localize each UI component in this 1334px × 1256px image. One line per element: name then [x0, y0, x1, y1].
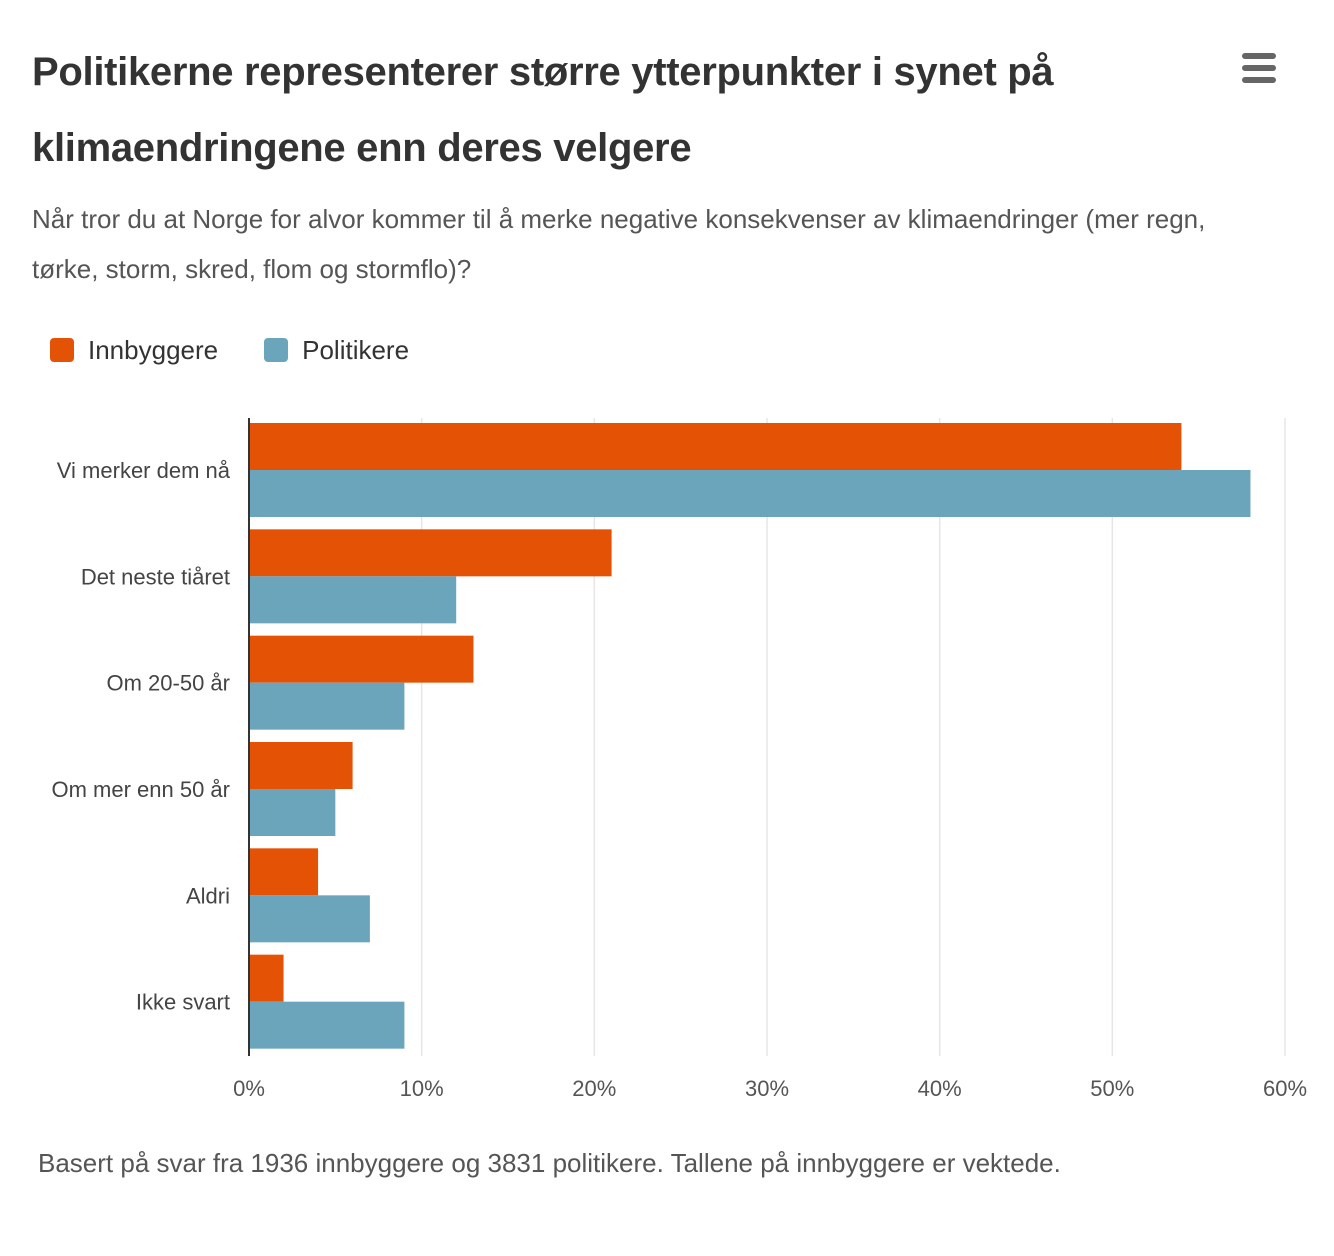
bar-innbyggere-5[interactable]: [249, 954, 284, 1002]
legend-label-innbyggere: Innbyggere: [88, 334, 219, 365]
bar-politikere-4[interactable]: [249, 895, 370, 943]
bar-politikere-5[interactable]: [249, 1001, 405, 1049]
bar-politikere-0[interactable]: [249, 470, 1251, 517]
chart-menu-button[interactable]: [1232, 46, 1286, 90]
y-category-label-1: Det neste tiåret: [81, 564, 230, 589]
y-category-label-3: Om mer enn 50 år: [51, 777, 230, 802]
x-tick-label-40: 40%: [918, 1076, 962, 1101]
bar-politikere-3[interactable]: [249, 789, 336, 836]
chart-subtitle: Når tror du at Norge for alvor kommer ti…: [32, 204, 1206, 284]
x-tick-label-50: 50%: [1090, 1076, 1134, 1101]
y-category-label-4: Aldri: [186, 883, 230, 908]
x-tick-label-10: 10%: [400, 1076, 444, 1101]
bar-innbyggere-1[interactable]: [249, 529, 612, 577]
legend-label-politikere: Politikere: [302, 334, 410, 365]
legend-item-innbyggere[interactable]: Innbyggere: [50, 335, 218, 366]
legend-item-politikere[interactable]: Politikere: [264, 335, 409, 366]
y-category-label-5: Ikke svart: [136, 990, 230, 1015]
y-category-label-2: Om 20-50 år: [107, 671, 231, 696]
bar-innbyggere-4[interactable]: [249, 848, 319, 896]
chart-footnote: Basert på svar fra 1936 innbyggere og 38…: [38, 1148, 1061, 1178]
x-tick-label-0: 0%: [233, 1076, 265, 1101]
bar-innbyggere-0[interactable]: [249, 423, 1182, 470]
bar-chart: 0% 10% 20% 30% 40% 50% 60% Vi merker dem nå Det …: [51, 418, 1307, 1101]
chart-title: Politikerne representerer større ytterpu…: [32, 50, 1054, 170]
bar-innbyggere-2[interactable]: [249, 635, 474, 683]
chart-legend: Innbyggere Politikere: [50, 328, 455, 372]
bar-innbyggere-3[interactable]: [249, 742, 353, 789]
y-category-label-0: Vi merker dem nå: [57, 458, 231, 483]
legend-swatch-innbyggere: [50, 338, 74, 362]
bar-politikere-1[interactable]: [249, 576, 457, 624]
x-tick-label-30: 30%: [745, 1076, 789, 1101]
x-tick-label-60: 60%: [1263, 1076, 1307, 1101]
x-tick-label-20: 20%: [572, 1076, 616, 1101]
bar-politikere-2[interactable]: [249, 682, 405, 730]
legend-swatch-politikere: [264, 338, 289, 362]
